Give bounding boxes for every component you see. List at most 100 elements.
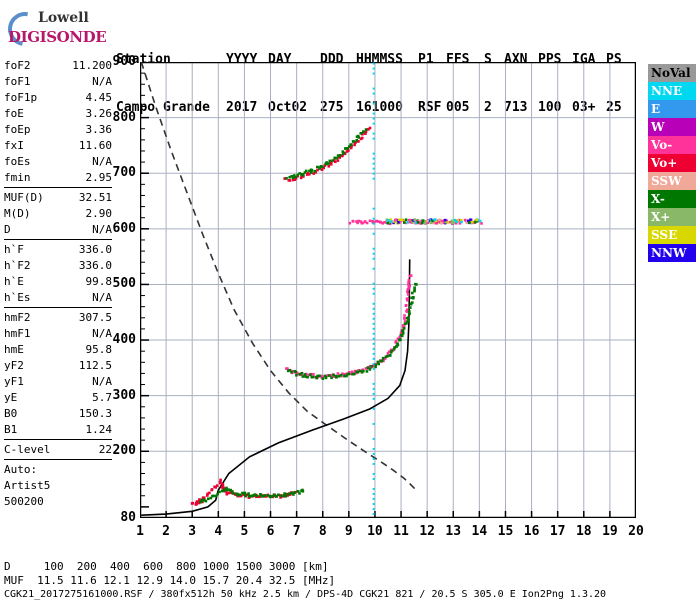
legend-item-vo-[interactable]: Vo+ (648, 154, 696, 172)
param-key: B1 (4, 422, 17, 438)
param-row-foF1p: foF1p 4.45 (4, 90, 112, 106)
y-tick-800: 800 (113, 110, 136, 125)
param-row-h-F2: h`F2 336.0 (4, 258, 112, 274)
direction-legend: NoVal NNE E W Vo- Vo+ SSW X- X+ SSE NNW (648, 64, 696, 262)
param-row-foEs: foEs N/A (4, 154, 112, 170)
param-row-foF2: foF2 11.200 (4, 58, 112, 74)
auto-line-0: Auto: (4, 462, 112, 478)
param-row-yE: yE 5.7 (4, 390, 112, 406)
auto-line-1: Artist5 (4, 478, 112, 494)
param-row-foF1: foF1 N/A (4, 74, 112, 90)
param-row-B0: B0 150.3 (4, 406, 112, 422)
legend-item-noval[interactable]: NoVal (648, 64, 696, 82)
y-axis-tick-labels: 80 200 300 400 500 600 700 800 900 (100, 55, 136, 525)
lowell-digisonde-logo: Lowell DIGISONDE (6, 8, 116, 50)
legend-item-x-[interactable]: X- (648, 190, 696, 208)
param-row-h-F: h`F 336.0 (4, 242, 112, 258)
x-tick-13: 13 (445, 524, 461, 539)
x-tick-17: 17 (550, 524, 566, 539)
auto-line-2: 500200 (4, 494, 112, 510)
y-tick-80: 80 (120, 510, 136, 525)
distance-scale-row: D 100 200 400 600 800 1000 1500 3000 [km… (4, 560, 329, 573)
param-key: foEs (4, 154, 31, 170)
series-F-layer-extraordinary (287, 283, 418, 380)
legend-item-sse[interactable]: SSE (648, 226, 696, 244)
y-minor-ticks (140, 62, 149, 507)
param-key: foEp (4, 122, 31, 138)
param-key: foF2 (4, 58, 31, 74)
x-tick-3: 3 (188, 524, 196, 539)
param-key: yF2 (4, 358, 24, 374)
legend-item-nne[interactable]: NNE (648, 82, 696, 100)
param-row-h-Es: h`Es N/A (4, 290, 112, 306)
x-tick-2: 2 (162, 524, 170, 539)
param-key: C-level (4, 442, 50, 458)
x-tick-5: 5 (240, 524, 248, 539)
param-key: h`F (4, 242, 24, 258)
legend-item-w[interactable]: W (648, 118, 696, 136)
x-tick-15: 15 (498, 524, 514, 539)
param-key: yF1 (4, 374, 24, 390)
param-key: h`Es (4, 290, 31, 306)
param-key: D (4, 222, 11, 238)
param-key: fmin (4, 170, 31, 186)
y-tick-600: 600 (113, 221, 136, 236)
param-row-hmE: hmE 95.8 (4, 342, 112, 358)
param-key: hmE (4, 342, 24, 358)
param-group-4: C-level 22 (4, 442, 112, 460)
legend-item-vo-[interactable]: Vo- (648, 136, 696, 154)
x-axis-tick-labels: 1 2 3 4 5 6 7 8 9 10 11 12 13 14 15 16 17 18 19 20 (140, 524, 640, 544)
param-row-C-level: C-level 22 (4, 442, 112, 458)
param-row-MUF-D-: MUF(D) 32.51 (4, 190, 112, 206)
param-row-hmF2: hmF2 307.5 (4, 310, 112, 326)
series-F2-upper-trace-x (285, 128, 367, 179)
file-info-footer: CGK21_2017275161000.RSF / 380fx512h 50 k… (4, 589, 606, 600)
ionogram-plot (140, 62, 636, 518)
x-tick-10: 10 (367, 524, 383, 539)
param-key: MUF(D) (4, 190, 44, 206)
legend-item-nnw[interactable]: NNW (648, 244, 696, 262)
param-key: hmF1 (4, 326, 31, 342)
series-vertical-noise-line (373, 63, 375, 518)
x-tick-16: 16 (524, 524, 540, 539)
logo-lowell-text: Lowell (38, 10, 89, 26)
x-tick-11: 11 (393, 524, 409, 539)
param-group-2: h`F 336.0 h`F2 336.0 h`E 99.8 h`Es N/A (4, 242, 112, 308)
x-tick-4: 4 (214, 524, 222, 539)
param-key: B0 (4, 406, 17, 422)
param-group-1: MUF(D) 32.51 M(D) 2.90 D N/A (4, 190, 112, 240)
auto-scaling-info: Auto: Artist5 500200 (4, 462, 112, 510)
param-row-D: D N/A (4, 222, 112, 238)
param-row-M-D-: M(D) 2.90 (4, 206, 112, 222)
param-key: foF1p (4, 90, 37, 106)
param-row-yF2: yF2 112.5 (4, 358, 112, 374)
x-tick-8: 8 (319, 524, 327, 539)
param-row-foEp: foEp 3.36 (4, 122, 112, 138)
x-tick-6: 6 (267, 524, 275, 539)
param-group-0: foF2 11.200 foF1 N/A foF1p 4.45 foE 3.26 foEp 3.3… (4, 58, 112, 188)
y-tick-400: 400 (113, 332, 136, 347)
x-tick-19: 19 (602, 524, 618, 539)
param-row-fmin: fmin 2.95 (4, 170, 112, 186)
legend-item-x-[interactable]: X+ (648, 208, 696, 226)
y-tick-200: 200 (113, 443, 136, 458)
logo-digisonde-text: DIGISONDE (8, 28, 106, 46)
grid-lines (140, 62, 636, 518)
x-tick-12: 12 (419, 524, 435, 539)
param-key: yE (4, 390, 17, 406)
param-key: foE (4, 106, 24, 122)
legend-item-e[interactable]: E (648, 100, 696, 118)
param-group-3: hmF2 307.5 hmF1 N/A hmE 95.8 yF2 112.5 yF1 N/A yE 5… (4, 310, 112, 440)
x-tick-1: 1 (136, 524, 144, 539)
param-key: foF1 (4, 74, 31, 90)
param-row-B1: B1 1.24 (4, 422, 112, 438)
param-key: h`F2 (4, 258, 31, 274)
legend-item-ssw[interactable]: SSW (648, 172, 696, 190)
series-horizontal-band-colors (385, 218, 481, 224)
param-key: fxI (4, 138, 24, 154)
param-row-hmF1: hmF1 N/A (4, 326, 112, 342)
param-key: M(D) (4, 206, 31, 222)
param-key: hmF2 (4, 310, 31, 326)
x-tick-20: 20 (628, 524, 644, 539)
x-tick-14: 14 (472, 524, 488, 539)
